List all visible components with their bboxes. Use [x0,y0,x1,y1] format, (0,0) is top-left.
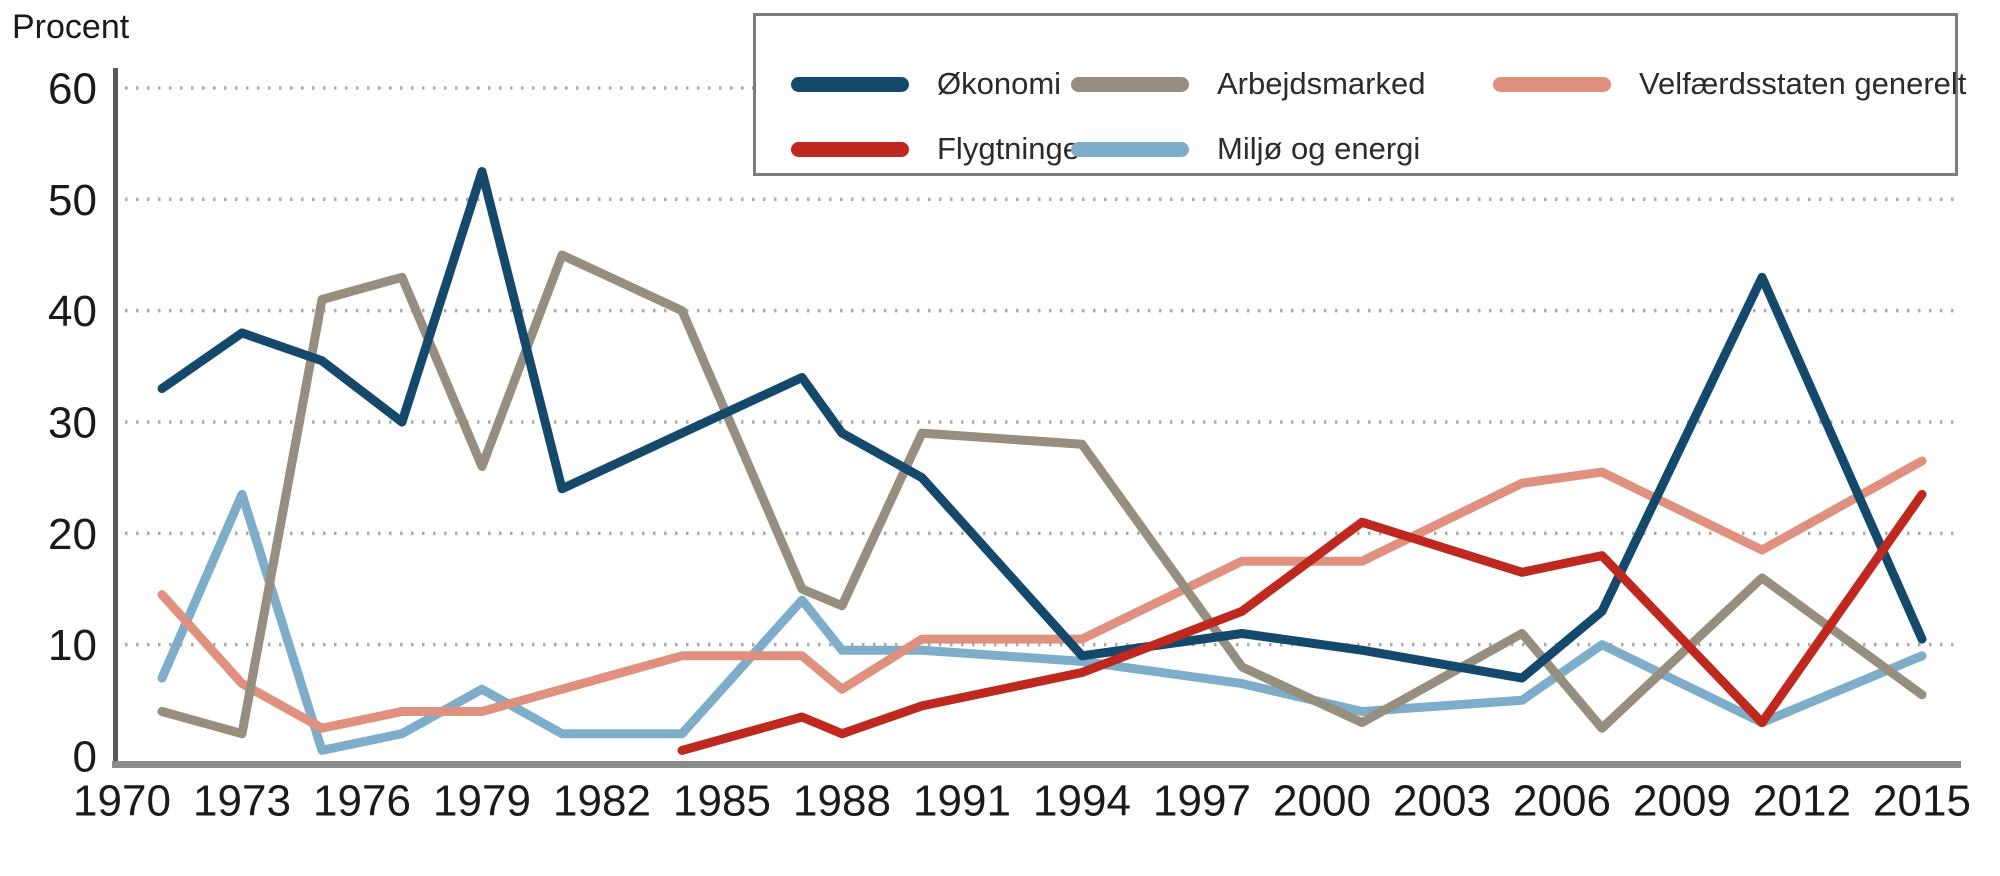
y-tick-label-40: 40 [48,287,97,336]
legend-label-okonomi: Økonomi [937,66,1062,101]
legend-item-miljo-og-energi: Miljø og energi [1071,129,1420,169]
x-tick-label-2015: 2015 [1873,777,1971,826]
x-tick-label-1982: 1982 [553,777,651,826]
series-line-velf-rdsstaten-generelt [157,456,1927,733]
x-tick-labels: 1970 1973 1976 1979 1982 1985 1988 1991 1994 1997… [73,777,1971,826]
x-tick-label-1970: 1970 [73,777,171,826]
y-tick-label-60: 60 [48,65,97,114]
x-tick-label-2003: 2003 [1393,777,1491,826]
x-tick-label-2012: 2012 [1753,777,1851,826]
x-tick-label-1997: 1997 [1153,777,1251,826]
series-line-flygtninge [677,489,1927,755]
x-tick-label-1979: 1979 [433,777,531,826]
y-tick-labels: 0 10 20 30 40 50 60 [48,65,97,782]
x-tick-label-1994: 1994 [1033,777,1131,826]
legend-item-okonomi: Økonomi [791,64,1061,104]
legend-item-arbejdsmarked: Arbejdsmarked [1071,64,1425,104]
legend-label-arbejdsmarked: Arbejdsmarked [1217,66,1426,101]
x-tick-label-1991: 1991 [913,777,1011,826]
y-tick-label-20: 20 [48,510,97,559]
y-axis-title: Procent [12,8,130,46]
legend: Økonomi Arbejdsmarked Velfærdsstaten gen… [753,13,1966,176]
legend-label-velfaerdsstaten: Velfærdsstaten generelt [1639,66,1967,101]
y-tick-label-0: 0 [73,733,97,782]
x-tick-label-1973: 1973 [193,777,291,826]
y-tick-label-10: 10 [48,621,97,670]
x-tick-label-2009: 2009 [1633,777,1731,826]
series-line-konomi [157,167,1927,683]
legend-item-velfaerdsstaten: Velfærdsstaten generelt [1493,64,1966,104]
x-tick-label-2006: 2006 [1513,777,1611,826]
legend-swatch-arbejdsmarked-icon [1071,76,1189,92]
legend-swatch-velfaerdsstaten-icon [1493,76,1611,92]
series-line-milj-og-energi [157,489,1927,755]
x-tick-label-1976: 1976 [313,777,411,826]
legend-label-miljo-og-energi: Miljø og energi [1217,131,1421,166]
legend-swatch-flygtninge-icon [791,141,909,157]
legend-label-flygtninge: Flygtninge [937,131,1081,166]
legend-swatch-miljo-og-energi-icon [1071,141,1189,157]
x-tick-label-2000: 2000 [1273,777,1371,826]
x-tick-label-1988: 1988 [793,777,891,826]
legend-swatch-okonomi-icon [791,76,909,92]
x-tick-label-1985: 1985 [673,777,771,826]
y-tick-label-50: 50 [48,176,97,225]
y-tick-label-30: 30 [48,399,97,448]
series-line-arbejdsmarked [157,250,1927,739]
legend-item-flygtninge: Flygtninge [791,129,1080,169]
